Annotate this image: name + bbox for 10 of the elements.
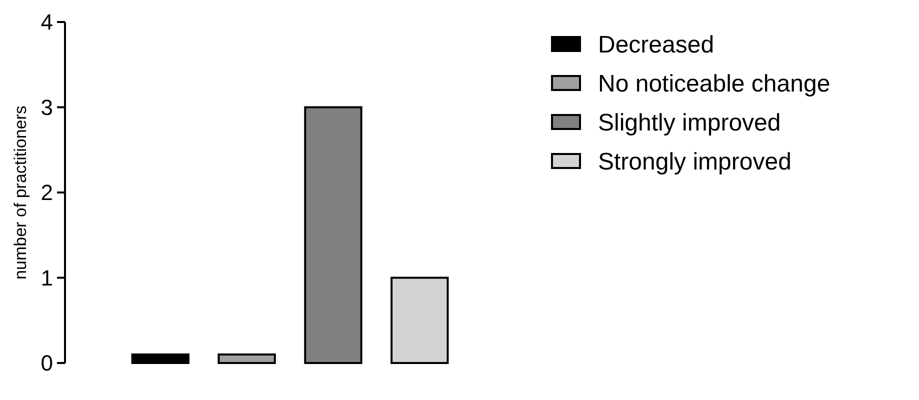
y-tick-label: 1 (40, 265, 53, 290)
y-tick-label: 2 (40, 180, 53, 206)
legend-label: Decreased (598, 31, 714, 58)
legend-label: Slightly improved (598, 109, 781, 136)
legend-label: No noticeable change (598, 70, 830, 98)
legend-label: Strongly improved (598, 148, 792, 176)
y-axis-title: number of practitioners (11, 106, 30, 280)
y-tick-label: 3 (40, 94, 53, 120)
y-tick-label: 4 (40, 10, 53, 35)
y-tick-label: 0 (40, 350, 53, 376)
